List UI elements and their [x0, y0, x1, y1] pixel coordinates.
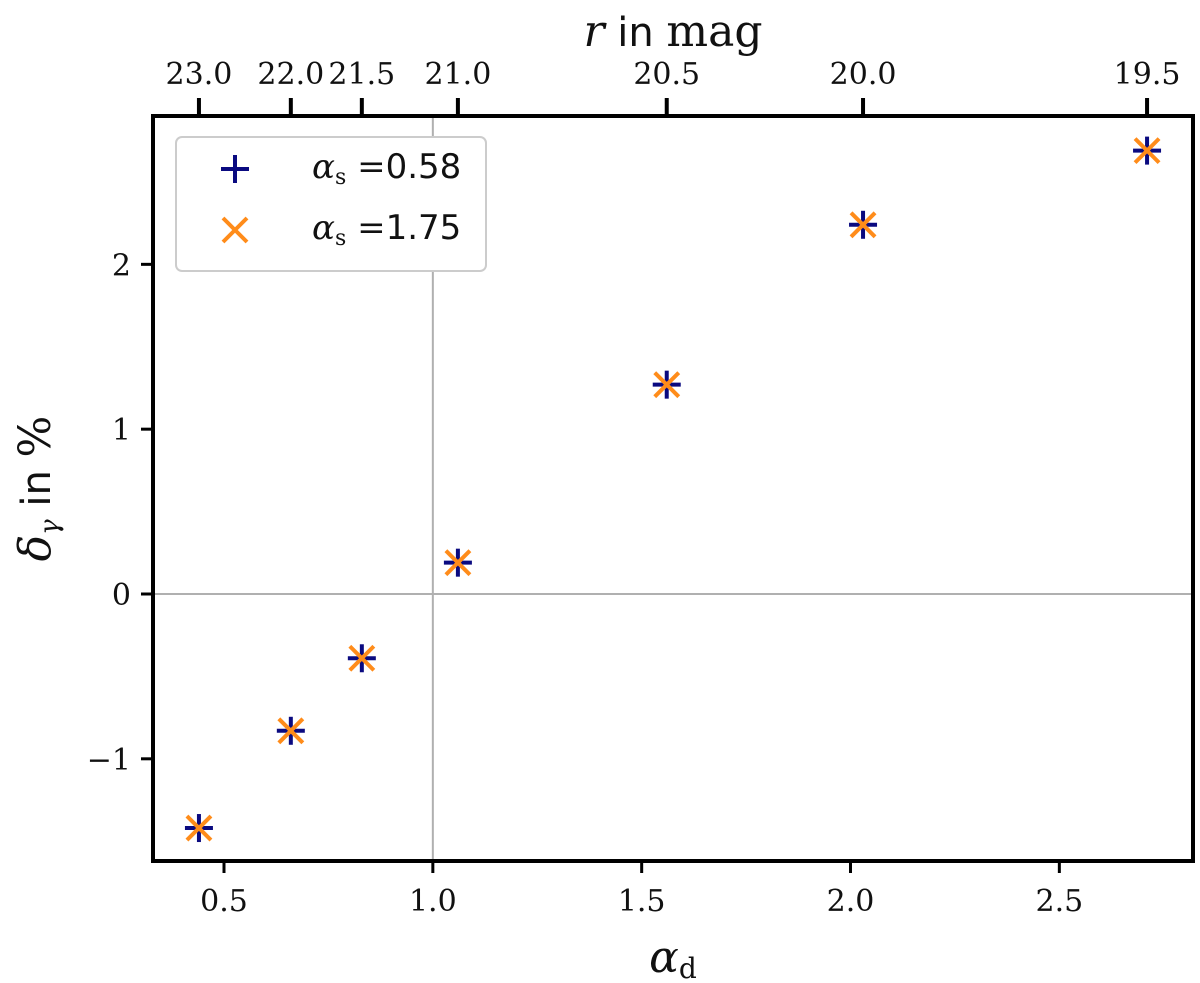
top-axis-label-mid: in [605, 10, 667, 56]
x-tick-label: 2.0 [827, 884, 875, 919]
data-point-x [277, 717, 305, 745]
data-marks [184, 136, 1162, 843]
top-tick-label: 22.0 [257, 57, 324, 92]
data-point-x [849, 211, 877, 239]
series-1 [185, 137, 1161, 842]
y-axis-label-mid: in [14, 457, 60, 519]
y-axis-label-sub: γ [35, 519, 65, 535]
legend: αs =0.58 αs =1.75 [175, 136, 487, 272]
top-tick-label: 21.0 [425, 57, 492, 92]
data-point-x [185, 814, 213, 842]
y-tick-label: 2 [112, 248, 131, 283]
legend-marker-x [221, 216, 249, 244]
x-tick-label: 2.5 [1035, 884, 1083, 919]
x-axis-label-sub: d [679, 952, 697, 983]
legend-entry-1: αs =1.75 [312, 208, 461, 251]
top-tick-label: 21.5 [328, 57, 395, 92]
y-tick-label: 0 [112, 578, 131, 613]
top-tick-label: 20.5 [633, 57, 700, 92]
y-axis-label: δγ in % [10, 416, 65, 562]
top-tick-label: 20.0 [830, 57, 897, 92]
top-tick-label: 19.5 [1114, 57, 1181, 92]
top-axis-label-unit: mag [666, 6, 762, 57]
top-axis-label: r in mag [583, 6, 762, 57]
data-point-x [444, 549, 472, 577]
legend-entry-0: αs =0.58 [312, 147, 461, 190]
x-axis-label: αd [649, 932, 697, 983]
data-point-x [348, 644, 376, 672]
y-tick-label: −1 [87, 743, 131, 778]
y-axis-label-unit: % [10, 416, 61, 458]
x-axis-bottom: 0.5 1.0 1.5 2.0 2.5 [200, 861, 1083, 919]
y-axis-left: −1 0 1 2 [87, 248, 153, 778]
y-tick-label: 1 [112, 413, 131, 448]
top-axis-label-var: r [583, 6, 607, 57]
data-point-x [653, 371, 681, 399]
x-axis-top: 23.0 22.0 21.5 21.0 20.5 20.0 19.5 [166, 57, 1181, 116]
plot-frame [151, 114, 1195, 863]
top-tick-label: 23.0 [166, 57, 233, 92]
legend-box [175, 136, 487, 272]
x-tick-label: 1.0 [409, 884, 457, 919]
x-tick-label: 1.5 [618, 884, 666, 919]
data-point-x [1133, 137, 1161, 165]
legend-marker-plus [221, 155, 249, 183]
y-axis-label-main: δ [10, 535, 61, 562]
x-tick-label: 0.5 [200, 884, 248, 919]
legend-marker-x [221, 216, 249, 244]
x-axis-label-main: α [649, 932, 679, 983]
